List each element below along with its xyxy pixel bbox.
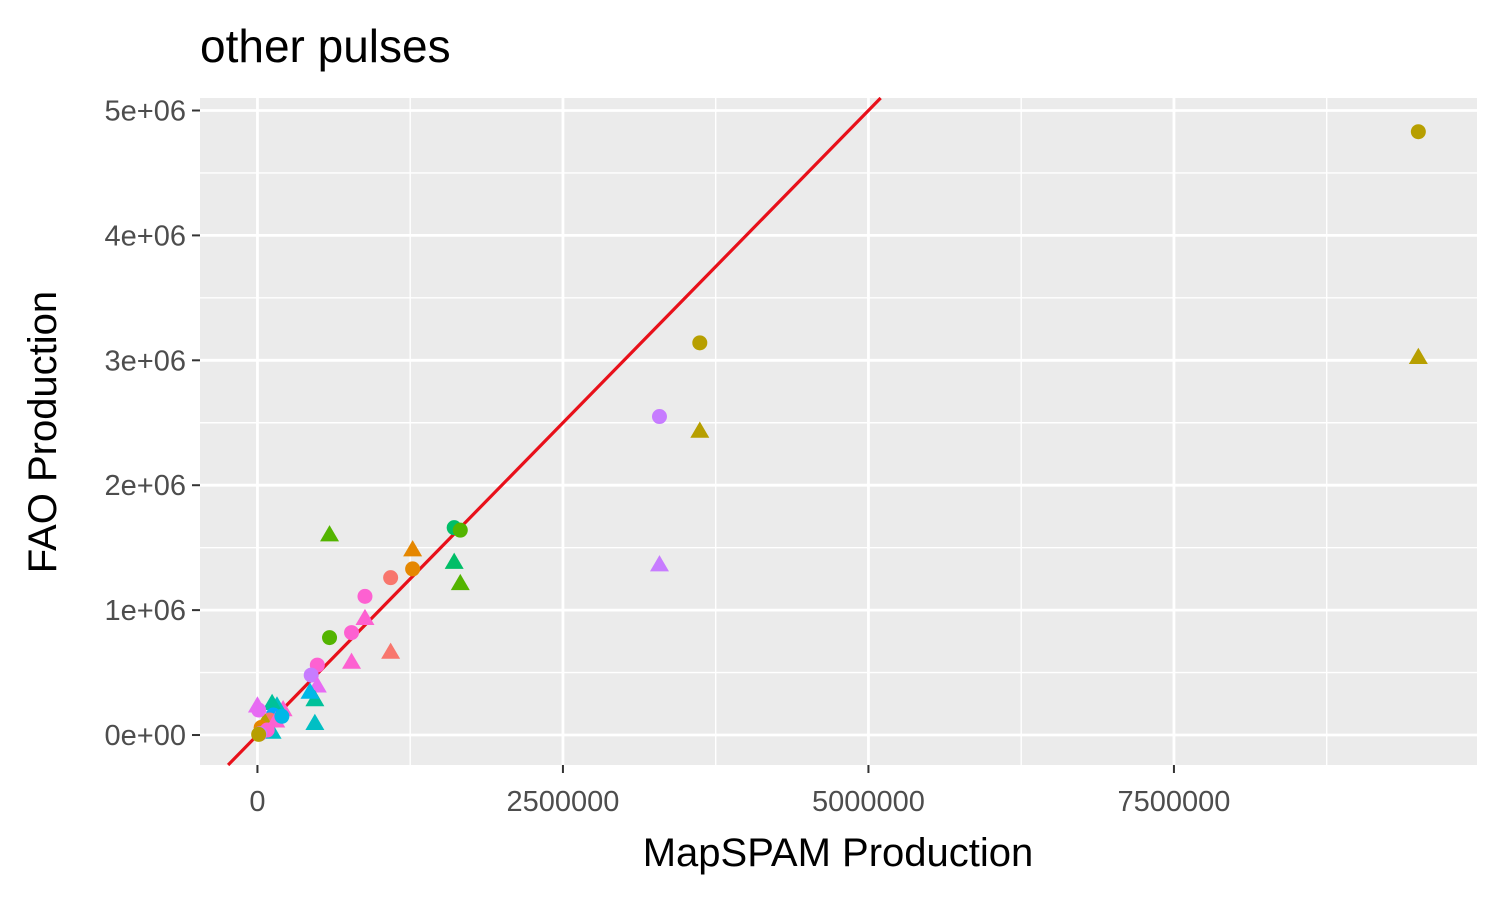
- data-point-triangle: [355, 608, 375, 626]
- data-point-triangle: [262, 693, 282, 710]
- x-tick-label: 7500000: [1117, 786, 1230, 818]
- x-tick-label: 5000000: [812, 786, 925, 818]
- y-tick-label: 5e+06: [105, 95, 186, 127]
- reference-line-group: [226, 96, 882, 767]
- y-tick-label: 2e+06: [105, 470, 186, 502]
- data-point-triangle: [690, 421, 710, 438]
- data-point-triangle: [450, 573, 470, 591]
- data-point-circle: [251, 726, 267, 742]
- data-point-circle: [251, 702, 267, 718]
- data-point-triangle: [381, 642, 401, 659]
- data-point-triangle: [1408, 347, 1428, 365]
- data-point-circle: [651, 409, 667, 425]
- reference-line: [226, 96, 882, 767]
- data-point-triangle: [444, 552, 464, 569]
- data-points: [247, 124, 1428, 742]
- data-point-circle: [383, 570, 399, 586]
- y-tick-label: 3e+06: [105, 345, 186, 377]
- x-tick-label: 0: [249, 786, 265, 818]
- x-tick-label: 2500000: [506, 786, 619, 818]
- chart-title: other pulses: [200, 20, 451, 72]
- y-tick-label: 1e+06: [105, 595, 186, 627]
- data-point-circle: [303, 667, 319, 683]
- data-point-triangle: [403, 540, 423, 557]
- major-gridlines: [200, 98, 1477, 765]
- data-point-circle: [322, 630, 338, 646]
- data-point-circle: [344, 625, 360, 641]
- y-axis-title: FAO Production: [21, 291, 65, 573]
- y-axis: 0e+00 1e+06 2e+06 3e+06 4e+06 5e+06: [105, 95, 200, 752]
- x-axis: 0 2500000 5000000 7500000: [249, 765, 1230, 818]
- x-axis-title: MapSPAM Production: [643, 831, 1034, 875]
- data-point-circle: [274, 708, 290, 724]
- data-point-triangle: [320, 525, 340, 542]
- data-point-circle: [1410, 124, 1426, 140]
- data-point-triangle: [649, 555, 669, 572]
- data-point-circle: [692, 335, 708, 351]
- y-tick-label: 4e+06: [105, 220, 186, 252]
- data-point-circle: [452, 522, 468, 538]
- data-point-circle: [405, 561, 421, 577]
- y-tick-label: 0e+00: [105, 720, 186, 752]
- data-point-triangle: [300, 682, 320, 699]
- data-point-triangle: [342, 652, 362, 669]
- plot-panel: [200, 98, 1477, 765]
- data-point-circle: [357, 588, 373, 604]
- data-point-triangle: [305, 713, 325, 730]
